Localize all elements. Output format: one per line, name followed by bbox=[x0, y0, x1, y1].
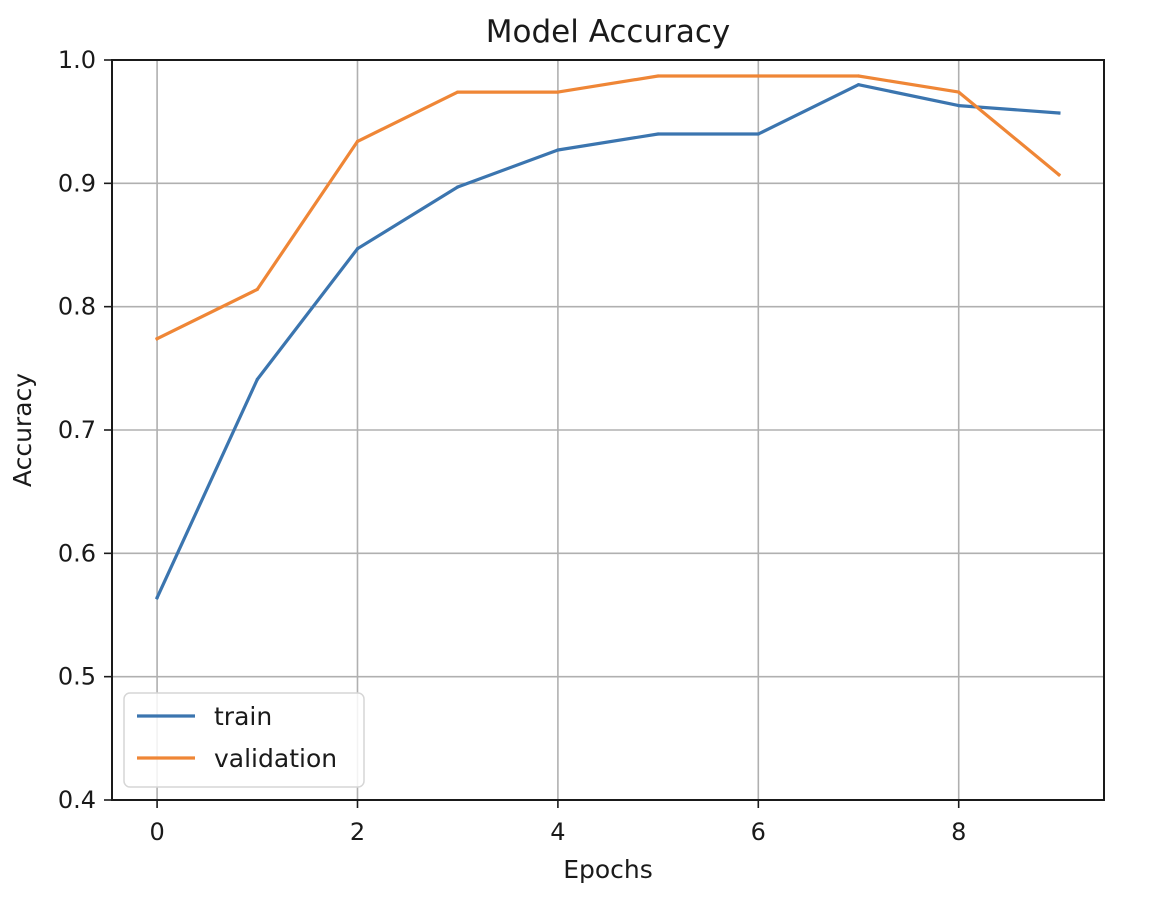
data-point-validation bbox=[255, 287, 259, 291]
data-point-train bbox=[155, 596, 159, 600]
data-point-train bbox=[456, 185, 460, 189]
data-point-validation bbox=[556, 90, 560, 94]
legend: train validation bbox=[123, 692, 365, 788]
y-tick-label: 0.4 bbox=[58, 786, 96, 814]
x-tick-label: 2 bbox=[350, 818, 365, 846]
data-point-train bbox=[556, 148, 560, 152]
chart-title: Model Accuracy bbox=[486, 14, 730, 50]
data-point-train bbox=[355, 247, 360, 251]
data-point-train bbox=[856, 83, 861, 87]
data-point-train bbox=[756, 132, 760, 136]
grid-layer bbox=[112, 59, 1104, 801]
y-tick-label: 1.0 bbox=[58, 46, 96, 74]
x-tick-label: 8 bbox=[951, 818, 966, 846]
x-tick-label: 6 bbox=[751, 818, 766, 846]
series-layer bbox=[154, 74, 1062, 600]
y-tick-label: 0.8 bbox=[58, 293, 96, 321]
data-point-validation bbox=[957, 90, 961, 94]
data-point-train bbox=[656, 132, 660, 136]
data-point-validation bbox=[656, 74, 660, 78]
data-point-validation bbox=[756, 74, 760, 78]
legend-label-validation: validation bbox=[214, 744, 337, 773]
y-tick-label: 0.5 bbox=[58, 663, 96, 691]
data-point-validation bbox=[856, 74, 861, 78]
x-tick-label: 0 bbox=[149, 818, 164, 846]
y-axis-label: Accuracy bbox=[8, 373, 37, 487]
data-point-train bbox=[1057, 111, 1061, 115]
data-point-validation bbox=[1057, 173, 1061, 177]
data-point-validation bbox=[355, 139, 360, 143]
series-line-validation bbox=[154, 74, 1062, 341]
tick-layer: 0 2 4 6 8 0.4 0.5 0.6 0.7 0.8 0.9 1.0 bbox=[58, 46, 967, 846]
y-tick-label: 0.6 bbox=[58, 539, 96, 567]
y-tick-label: 0.7 bbox=[58, 416, 96, 444]
legend-label-train: train bbox=[214, 702, 272, 731]
series-line-train bbox=[154, 83, 1061, 600]
data-point-train bbox=[957, 104, 961, 108]
data-point-validation bbox=[155, 337, 159, 341]
y-tick-label: 0.9 bbox=[58, 169, 96, 197]
data-point-train bbox=[255, 377, 259, 382]
data-point-validation bbox=[456, 90, 460, 94]
x-axis-label: Epochs bbox=[563, 855, 653, 884]
x-tick-label: 4 bbox=[550, 818, 565, 846]
